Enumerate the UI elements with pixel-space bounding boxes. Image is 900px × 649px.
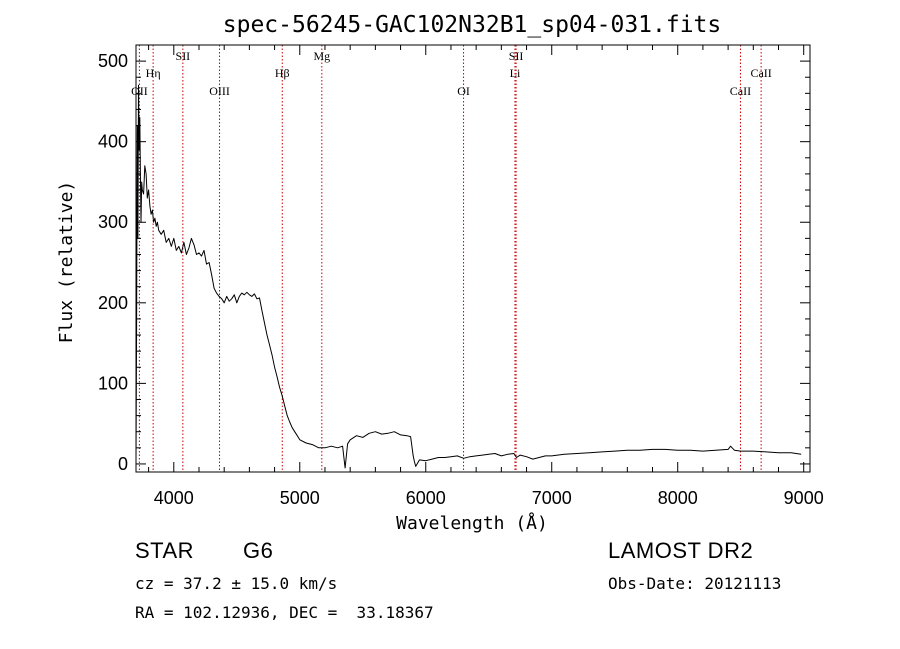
spectral-line-label-4: Hβ (275, 66, 290, 80)
spectral-line-label-5: Mg (313, 49, 330, 63)
spectrum-series (135, 84, 802, 469)
x-tick-label-3: 7000 (532, 488, 572, 508)
y-axis-title: Flux (relative) (56, 181, 77, 344)
spectrum-line-0 (135, 84, 802, 469)
axis-ticks (136, 45, 810, 472)
x-tick-label-0: 4000 (154, 488, 194, 508)
spectral-line-label-6: OI (457, 84, 470, 98)
spectral-line-label-0: OII (131, 84, 148, 98)
redshift-text: cz = 37.2 ± 15.0 km/s (135, 574, 338, 593)
y-tick-label-2: 200 (98, 293, 128, 313)
spectral-line-label-8: Li (510, 66, 521, 80)
spectral-line-label-3: OIII (209, 84, 230, 98)
object-subclass: G6 (243, 538, 274, 563)
plot-frame (135, 44, 811, 473)
spectral-line-markers: OII Hη SII OIII Hβ Mg OI SII Li CaII CaII (131, 45, 772, 472)
y-tick-label-0: 0 (118, 454, 128, 474)
x-tick-label-1: 5000 (280, 488, 320, 508)
spectral-line-label-9: CaII (730, 84, 751, 98)
object-type: STAR (135, 538, 195, 563)
coordinates-text: RA = 102.12936, DEC = 33.18367 (135, 603, 434, 622)
spectral-line-label-2: SII (176, 49, 191, 63)
spectral-line-label-1: Hη (146, 66, 161, 80)
y-tick-label-5: 500 (98, 51, 128, 71)
chart-title: spec-56245-GAC102N32B1_sp04-031.fits (223, 12, 722, 38)
y-tick-label-3: 300 (98, 212, 128, 232)
x-tick-label-5: 9000 (784, 488, 824, 508)
spectral-line-label-10: CaII (750, 66, 771, 80)
y-tick-label-1: 100 (98, 373, 128, 393)
y-tick-label-4: 400 (98, 132, 128, 152)
x-tick-label-4: 8000 (658, 488, 698, 508)
x-tick-label-2: 6000 (406, 488, 446, 508)
spectral-line-label-7: SII (509, 49, 524, 63)
survey-name: LAMOST DR2 (608, 538, 754, 563)
obs-date-text: Obs-Date: 20121113 (608, 574, 782, 593)
axis-tick-labels: 4000 5000 6000 7000 8000 9000 0 100 200 300 400 500 (98, 51, 824, 508)
x-axis-title: Wavelength (Å) (396, 512, 548, 534)
